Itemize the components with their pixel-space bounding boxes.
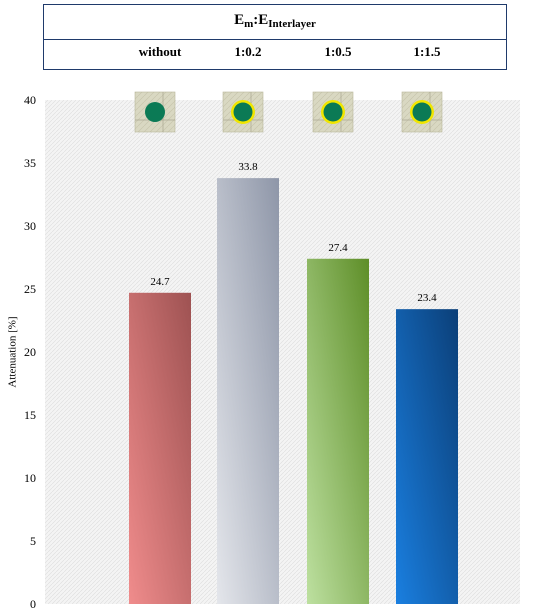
y-tick-label: 35 <box>24 156 36 170</box>
y-tick-label: 30 <box>24 219 36 233</box>
category-label: 1:1.5 <box>413 44 441 59</box>
bar-1:0.2 <box>217 178 279 604</box>
y-tick-label: 15 <box>24 408 36 422</box>
y-tick-label: 40 <box>24 93 36 107</box>
specimen-icon-1-0.2 <box>222 91 264 133</box>
specimen-icon-1-0.5 <box>312 91 354 133</box>
data-label: 33.8 <box>238 161 258 173</box>
y-tick-label: 5 <box>30 534 36 548</box>
bar-1:0.5 <box>307 258 369 604</box>
y-tick-label: 20 <box>24 345 36 359</box>
specimen-icon-without <box>134 91 176 133</box>
data-label: 23.4 <box>417 292 437 304</box>
data-label: 27.4 <box>328 242 348 254</box>
bar-1:1.5 <box>396 309 458 604</box>
y-tick-label: 10 <box>24 471 36 485</box>
y-tick-label: 0 <box>30 597 36 611</box>
header-divider <box>44 39 506 40</box>
y-axis-label: Attenuation [%] <box>6 316 19 388</box>
bar-without <box>129 292 191 604</box>
category-label: 1:0.2 <box>234 44 262 59</box>
y-tick-label: 25 <box>24 282 36 296</box>
category-label: 1:0.5 <box>324 44 352 59</box>
header-title: Em:EInterlayer <box>234 12 316 30</box>
header-box: Em:EInterlayer <box>43 4 507 70</box>
data-label: 24.7 <box>150 276 170 288</box>
category-label: without <box>138 44 182 59</box>
specimen-icon-1-1.5 <box>401 91 443 133</box>
